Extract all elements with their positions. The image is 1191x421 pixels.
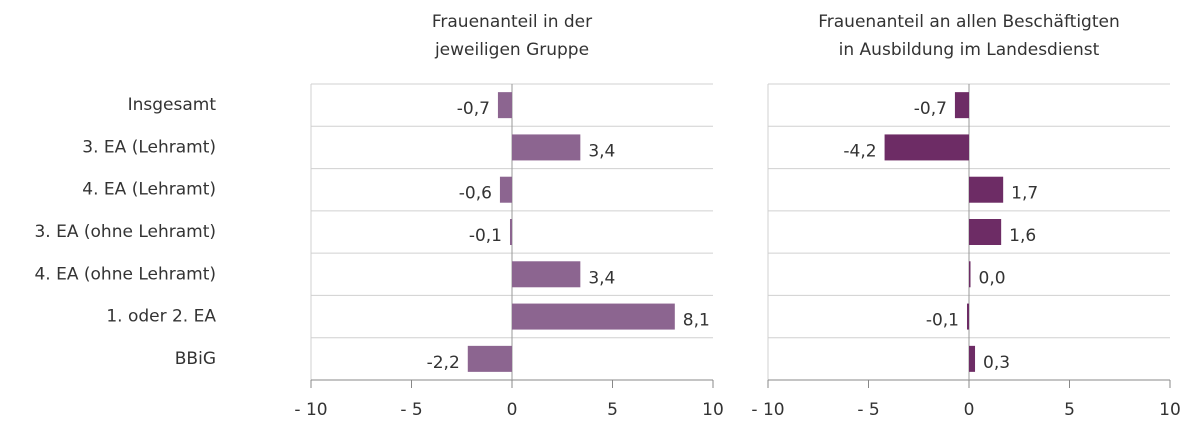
bar [969,261,971,288]
x-tick-label: - 10 [751,400,784,420]
x-tick-label: 0 [507,400,518,420]
bar [966,303,969,330]
y-tick-label: 4. EA (ohne Lehramt) [34,264,216,284]
bar [969,345,976,372]
bar [497,92,512,119]
x-tick-label: 0 [964,400,975,420]
bar [499,176,512,203]
bar [512,261,581,288]
data-label: 0,3 [983,353,1010,373]
y-tick-label: 3. EA (ohne Lehramt) [34,222,216,242]
bar [969,219,1002,245]
bar [512,303,675,330]
x-tick-label: 10 [702,400,724,420]
bar [467,345,512,372]
data-label: 8,1 [683,311,710,331]
data-label: 1,7 [1011,184,1038,204]
data-label: -0,1 [469,226,502,246]
data-label: -0,7 [457,99,490,119]
bar [509,219,512,245]
y-tick-label: BBiG [175,349,216,369]
data-label: -0,7 [914,99,947,119]
y-tick-label: 1. oder 2. EA [106,307,216,327]
data-label: -0,1 [926,311,959,331]
data-label: 0,0 [979,268,1006,288]
data-label: 3,4 [588,141,615,161]
y-tick-label: 3. EA (Lehramt) [82,137,216,157]
x-tick-label: 10 [1159,400,1181,420]
chart-title: Frauenanteil in der jeweiligen Gruppe [432,12,592,60]
chart-title: Frauenanteil an allen Beschäftigten in Au… [818,12,1120,60]
bar [969,176,1004,203]
x-tick-label: 5 [1064,400,1075,420]
x-tick-label: - 5 [400,400,422,420]
data-label: -0,6 [459,184,492,204]
bar [954,92,969,119]
data-label: 3,4 [588,268,615,288]
bar [884,134,969,161]
bar [512,134,581,161]
data-label: -2,2 [427,353,460,373]
x-tick-label: - 5 [857,400,879,420]
x-tick-label: 5 [607,400,618,420]
data-label: -4,2 [843,141,876,161]
y-tick-label: 4. EA (Lehramt) [82,180,216,200]
data-label: 1,6 [1009,226,1036,246]
y-tick-label: Insgesamt [128,95,217,115]
x-tick-label: - 10 [294,400,327,420]
